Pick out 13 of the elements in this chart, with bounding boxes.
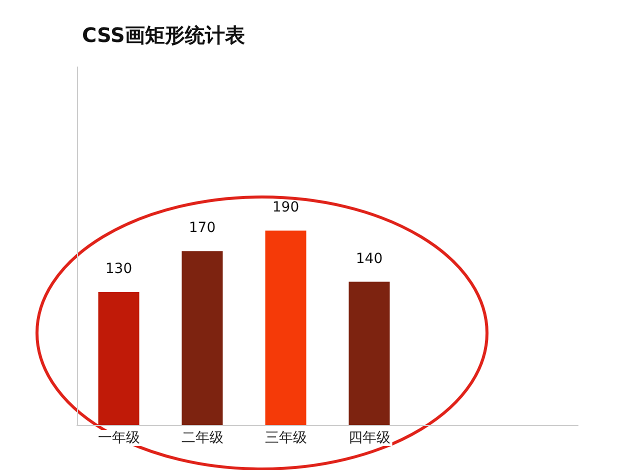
x-tick-label: 三年级: [264, 430, 307, 446]
bar: [265, 230, 306, 425]
bar: [182, 251, 223, 425]
data-label: 170: [188, 220, 216, 236]
bar: [98, 292, 140, 425]
x-tick-label: 一年级: [98, 430, 140, 446]
data-label: 140: [356, 250, 383, 267]
x-tick-label: 四年级: [348, 430, 390, 446]
x-tick-label: 二年级: [181, 430, 224, 446]
data-label: 190: [272, 200, 300, 216]
chart-title: CSS画矩形统计表: [82, 23, 245, 47]
bar: [348, 282, 390, 425]
data-label: 130: [105, 261, 132, 278]
